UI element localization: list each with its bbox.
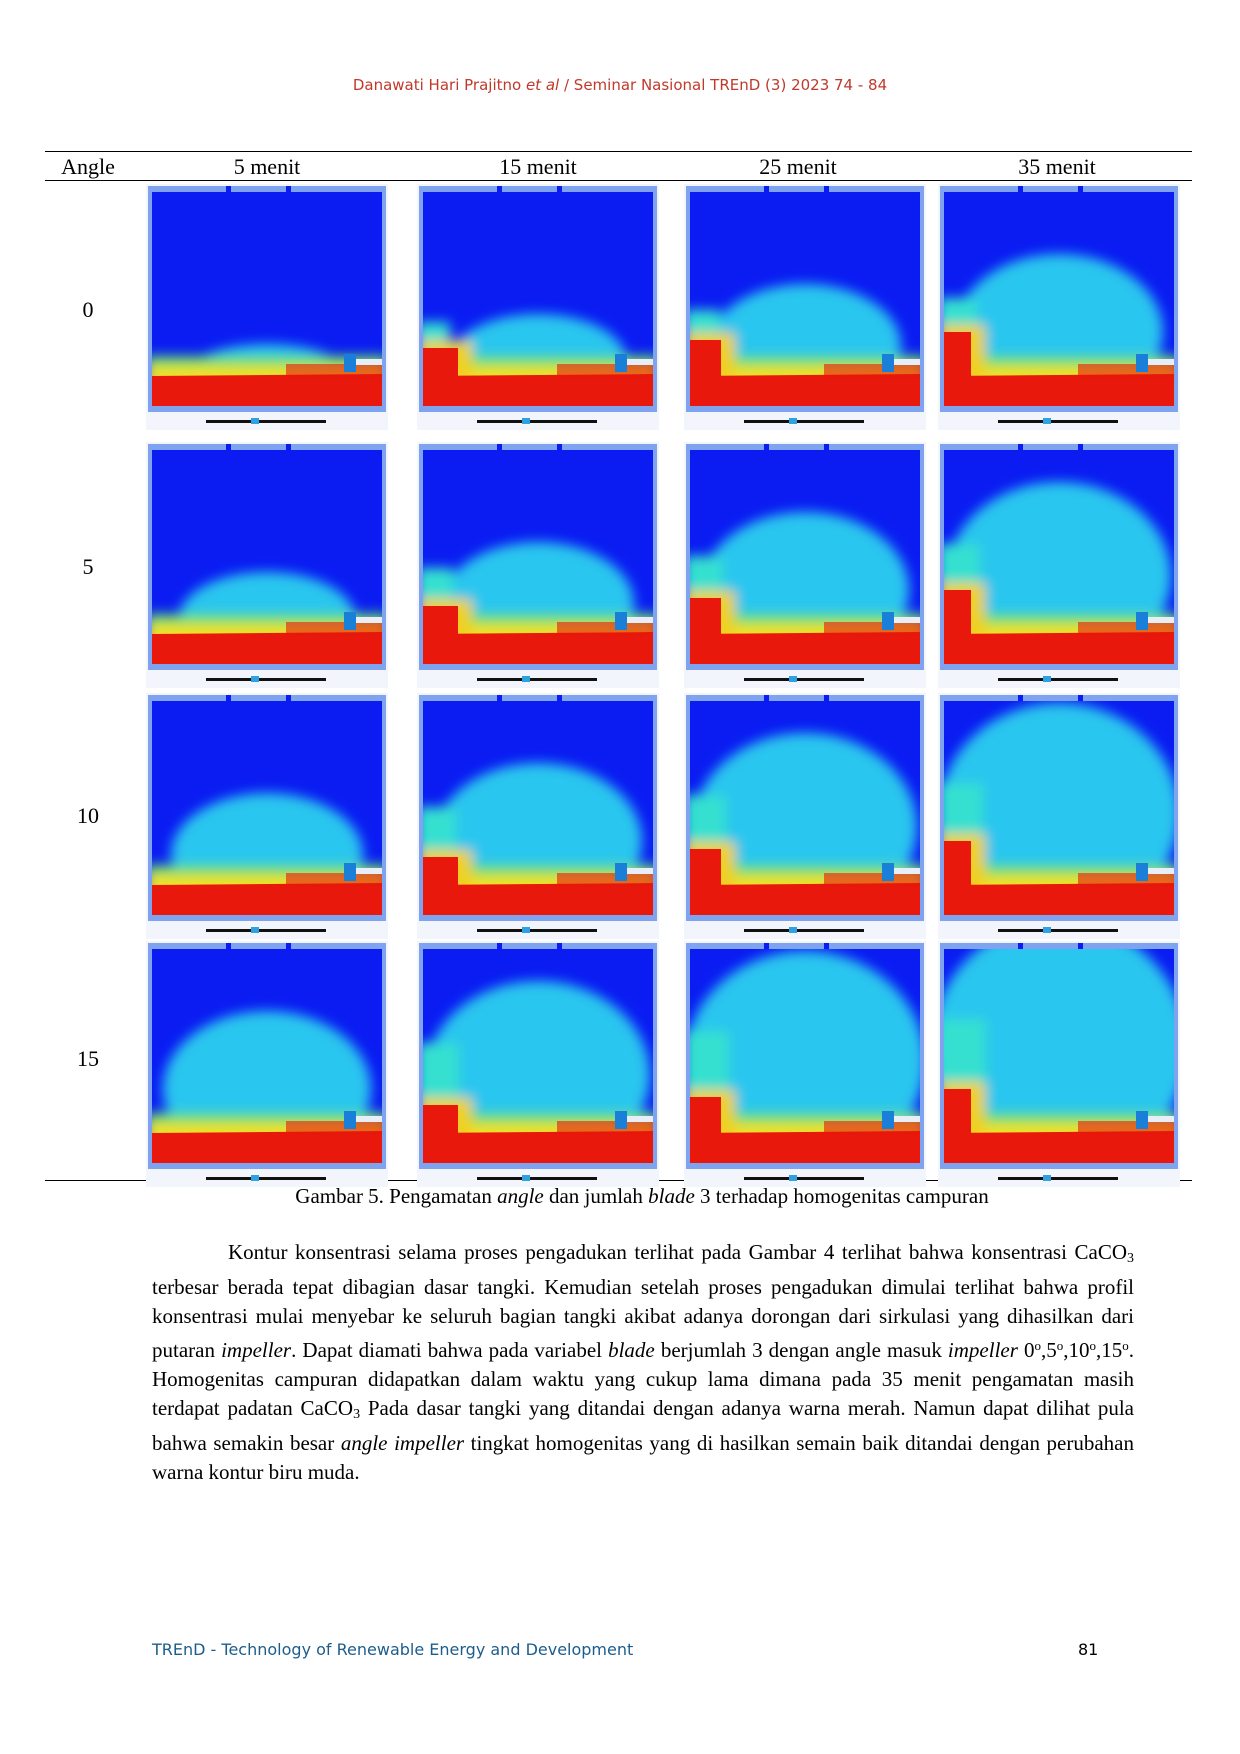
contour-image bbox=[938, 693, 1180, 939]
text: o bbox=[1122, 1338, 1129, 1353]
text: o bbox=[1089, 1338, 1097, 1353]
text: . Homogenitas campuran didapatkan dalam … bbox=[152, 1338, 1135, 1420]
text: ,10 bbox=[1063, 1338, 1090, 1362]
header-text: et al bbox=[525, 76, 560, 94]
contour-image bbox=[417, 941, 659, 1187]
contour-image bbox=[684, 442, 926, 688]
contour-image bbox=[684, 941, 926, 1187]
text: Pada dasar tangki yang ditandai dengan a… bbox=[152, 1396, 1134, 1455]
text: tingkat homogenitas yang di hasilkan sem… bbox=[152, 1431, 1134, 1484]
contour-image bbox=[146, 941, 388, 1187]
contour-image bbox=[684, 184, 926, 430]
text: impeller bbox=[947, 1338, 1018, 1362]
text: 3 bbox=[1127, 1251, 1134, 1266]
caption-text: blade bbox=[648, 1184, 695, 1208]
text: 0 bbox=[1017, 1338, 1035, 1362]
text: impeller bbox=[221, 1338, 292, 1362]
body-paragraph: Kontur konsentrasi selama proses pengadu… bbox=[152, 1238, 1134, 1487]
contour-image bbox=[146, 442, 388, 688]
text: terbesar berada tepat dibagian dasar tan… bbox=[152, 1275, 1134, 1362]
caption-text: 3 terhadap homogenitas campuran bbox=[694, 1184, 989, 1208]
text: . Dapat diamati bahwa pada variabel bbox=[291, 1338, 609, 1362]
contour-image bbox=[938, 184, 1180, 430]
text: angle impeller bbox=[340, 1431, 465, 1455]
contour-image bbox=[146, 184, 388, 430]
text: blade bbox=[608, 1338, 655, 1362]
caption-text: angle bbox=[497, 1184, 544, 1208]
contour-image bbox=[938, 442, 1180, 688]
column-header: 35 menit bbox=[1018, 154, 1096, 179]
figure-caption: Gambar 5. Pengamatan angle dan jumlah bl… bbox=[0, 1184, 1240, 1209]
table-rule bbox=[45, 180, 1192, 181]
row-label: 5 bbox=[82, 554, 94, 579]
contour-image bbox=[417, 184, 659, 430]
contour-image bbox=[938, 941, 1180, 1187]
row-label: 15 bbox=[77, 1046, 99, 1071]
column-header: 25 menit bbox=[759, 154, 837, 179]
contour-image bbox=[684, 693, 926, 939]
caption-text: dan jumlah bbox=[543, 1184, 649, 1208]
text: Kontur konsentrasi selama proses pengadu… bbox=[228, 1240, 1127, 1264]
text: ,15 bbox=[1096, 1338, 1123, 1362]
page-number: 81 bbox=[1078, 1640, 1099, 1659]
header-text: Danawati Hari Prajitno bbox=[352, 76, 526, 94]
caption-text: Gambar 5. Pengamatan bbox=[295, 1184, 498, 1208]
column-header: Angle bbox=[61, 154, 115, 179]
contour-image bbox=[417, 693, 659, 939]
text: o bbox=[1056, 1338, 1064, 1353]
text: berjumlah 3 dengan angle masuk bbox=[654, 1338, 948, 1362]
text: o bbox=[1034, 1338, 1042, 1353]
footer-journal: TREnD - Technology of Renewable Energy a… bbox=[152, 1640, 634, 1659]
row-label: 10 bbox=[77, 803, 99, 828]
column-header: 15 menit bbox=[499, 154, 577, 179]
contour-image bbox=[146, 693, 388, 939]
header-text: / Seminar Nasional TREnD (3) 2023 74 - 8… bbox=[559, 76, 888, 94]
text: ,5 bbox=[1041, 1338, 1057, 1362]
column-header: 5 menit bbox=[233, 154, 301, 179]
running-header: Danawati Hari Prajitno et al / Seminar N… bbox=[0, 76, 1240, 94]
text: 3 bbox=[353, 1407, 361, 1422]
table-rule bbox=[45, 151, 1192, 152]
contour-image bbox=[417, 442, 659, 688]
row-label: 0 bbox=[82, 297, 94, 322]
